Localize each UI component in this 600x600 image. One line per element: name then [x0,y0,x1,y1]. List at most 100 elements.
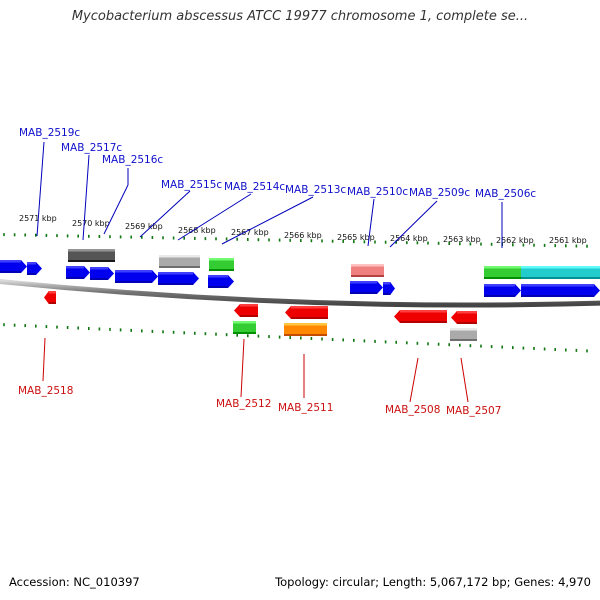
reverse-gene-arrow [521,284,600,297]
rna-gene-block [209,258,234,271]
scale-label: 2566 kbp [284,231,322,240]
pseudo-gene-block [351,264,384,277]
gene-label[interactable]: MAB_2516c [102,154,163,166]
scale-label: 2565 kbp [337,233,375,242]
reverse-gene-arrow-highlight [115,270,152,273]
gene-label[interactable]: MAB_2514c [224,181,285,193]
reverse-gene-arrow [484,284,521,297]
leader-line [103,184,129,235]
leader-line [82,154,90,241]
reverse-gene-arrow [383,282,395,295]
reverse-gene-arrow-shadow [350,292,377,294]
misc-feature-block [284,323,327,336]
scale-label: 2562 kbp [496,236,534,245]
bottom-leader-lines [42,337,469,403]
leader-line [460,357,469,403]
pseudo-gene-block [68,249,115,262]
reverse-gene-arrow-shadow [115,281,152,283]
gene-label[interactable]: MAB_2515c [161,179,222,191]
forward-gene-arrow [234,304,258,317]
forward-gene-arrow-shadow [457,322,477,324]
reverse-gene-arrow [115,270,158,283]
reverse-gene-arrow [66,266,90,279]
pseudo-gene-block-shadow [159,266,200,268]
misc-feature-block-highlight [521,266,600,269]
rna-gene-block-shadow [484,277,522,279]
sequence-title: Mycobacterium abscessus ATCC 19977 chrom… [71,9,529,24]
rna-gene-block-highlight [233,321,256,324]
gene-label[interactable]: MAB_2513c [285,184,346,196]
rna-gene-block [484,266,522,279]
reverse-gene-arrow [208,275,234,288]
forward-gene-arrow-shadow [291,317,328,319]
length-label: Length: [382,575,427,589]
reverse-gene-arrow-highlight [521,284,594,287]
rna-gene-block-shadow [233,332,256,334]
pseudo-gene-block [159,255,200,268]
scale-ticks-top [3,233,588,248]
gene-features[interactable] [0,249,600,341]
forward-gene-arrow-highlight [291,306,328,309]
reverse-gene-arrow-shadow [90,278,108,280]
top-gene-labels: MAB_2519c MAB_2517c MAB_2516c MAB_2515c … [19,127,536,200]
accession-label: Accession: [9,575,70,589]
scale-label: 2570 kbp [72,219,110,228]
gene-label[interactable]: MAB_2510c [347,186,408,198]
forward-gene-arrow [44,291,56,304]
reverse-gene-arrow [350,281,383,294]
misc-feature-block-shadow [284,334,327,336]
leader-line [221,196,314,245]
topology-label: Topology: [275,575,329,589]
forward-gene-arrow-highlight [457,311,477,314]
leader-line [36,141,45,237]
forward-gene-arrow-shadow [48,302,56,304]
reverse-gene-arrow-highlight [484,284,515,287]
length-value: 5,067,172 bp [429,575,507,589]
chromosome-backbone [0,278,600,308]
reverse-gene-arrow-shadow [208,286,228,288]
reverse-gene-arrow-shadow [66,277,84,279]
leader-line [240,338,245,398]
pseudo-gene-block-shadow [351,275,384,277]
reverse-gene-arrow-shadow [0,271,21,273]
leader-line [139,190,191,238]
gene-label[interactable]: MAB_2507 [446,405,501,417]
gene-label[interactable]: MAB_2508 [385,404,440,416]
reverse-gene-arrow [158,272,199,285]
misc-feature-block-highlight [284,323,327,326]
reverse-gene-arrow-highlight [208,275,228,278]
forward-gene-arrow-shadow [400,321,447,323]
forward-gene-arrow [285,306,328,319]
gene-label[interactable]: MAB_2518 [18,385,73,397]
gene-label[interactable]: MAB_2511 [278,402,333,414]
scale-label: 2567 kbp [231,228,269,237]
leader-line [42,337,46,382]
reverse-gene-arrow-shadow [27,273,36,275]
scale-label: 2564 kbp [390,234,428,243]
pseudo-gene-block-shadow [68,260,115,262]
gene-label[interactable]: MAB_2517c [61,142,122,154]
pseudo-gene-block [450,328,477,341]
leader-line [409,357,419,403]
reverse-gene-arrow-highlight [66,266,84,269]
genes-label: Genes: [514,575,555,589]
genes-value: 4,970 [558,575,591,589]
leader-line [389,200,438,248]
reverse-gene-arrow-shadow [158,283,193,285]
gene-label[interactable]: MAB_2506c [475,188,536,200]
reverse-gene-arrow-highlight [90,267,108,270]
reverse-gene-arrow-shadow [383,293,391,295]
reverse-gene-arrow-highlight [0,260,21,263]
accession-value: NC_010397 [73,575,140,589]
rna-gene-block-highlight [209,258,234,261]
forward-gene-arrow [451,311,477,324]
gene-label[interactable]: MAB_2512 [216,398,271,410]
reverse-gene-arrow-highlight [350,281,377,284]
top-leader-lines [36,141,503,248]
scale-ticks-bottom [3,323,588,353]
gene-label[interactable]: MAB_2509c [409,187,470,199]
gene-label[interactable]: MAB_2519c [19,127,80,139]
reverse-gene-arrow-shadow [521,295,594,297]
